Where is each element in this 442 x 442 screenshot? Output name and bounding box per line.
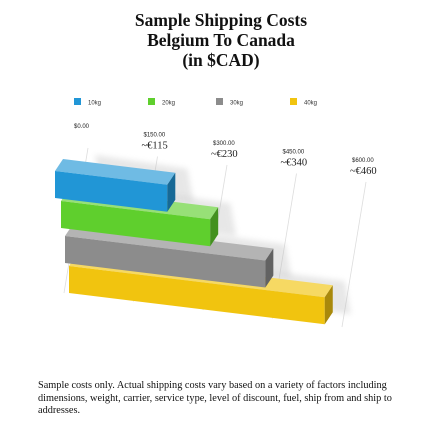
legend-label-30kg: 30kg xyxy=(230,101,243,107)
legend-swatch-10kg xyxy=(74,98,81,105)
bar-40kg xyxy=(69,266,325,325)
legend-swatch-30kg xyxy=(216,98,223,105)
chart-title: Sample Shipping Costs Belgium To Canada … xyxy=(0,10,442,70)
legend-swatch-40kg xyxy=(290,98,297,105)
chart-title-line-2: Belgium To Canada xyxy=(147,30,295,50)
bar-top-10kg xyxy=(55,159,176,185)
tick-label-usd-2: $300.00 xyxy=(213,141,235,147)
bar-20kg xyxy=(61,201,211,247)
tick-label-usd-3: $450.00 xyxy=(283,150,305,156)
tick-label-eur-3: ~€340 xyxy=(281,158,308,169)
tick-label-usd-1: $150.00 xyxy=(144,133,166,139)
legend-swatch-20kg xyxy=(148,98,155,105)
chart-title-line-3: (in $CAD) xyxy=(182,50,260,70)
bar-end-40kg xyxy=(324,285,333,325)
bar-30kg xyxy=(65,236,266,288)
tick-label-usd-4: $600.00 xyxy=(352,158,374,164)
legend-label-10kg: 10kg xyxy=(88,101,101,107)
tick-label-eur-2: ~€230 xyxy=(211,149,238,160)
legend-label-20kg: 20kg xyxy=(162,101,175,107)
bar-end-10kg xyxy=(167,172,176,212)
tick-label-eur-1: ~€115 xyxy=(142,141,168,152)
legend-label-40kg: 40kg xyxy=(304,101,317,107)
bar-10kg xyxy=(55,171,168,212)
footnote-text: Sample costs only. Actual shipping costs… xyxy=(38,380,392,416)
bar-end-20kg xyxy=(210,207,219,247)
bar-end-30kg xyxy=(265,248,274,288)
tick-label-usd-0: $0.00 xyxy=(74,124,90,130)
tick-label-eur-4: ~€460 xyxy=(350,166,377,177)
bars-group xyxy=(55,159,333,325)
chart-legend: 10kg 20kg 30kg 40kg xyxy=(74,98,317,107)
chart-title-line-1: Sample Shipping Costs xyxy=(134,10,308,30)
